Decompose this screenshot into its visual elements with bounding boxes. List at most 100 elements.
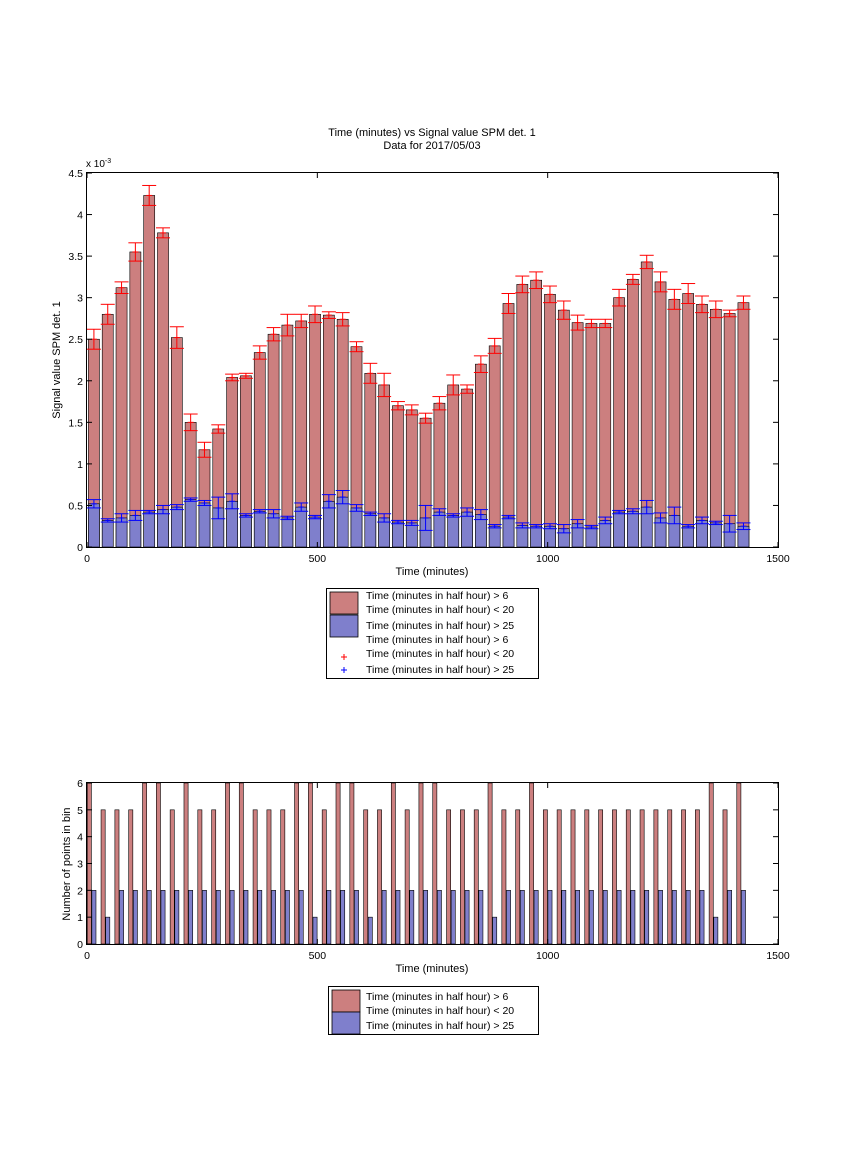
red-count-bar bbox=[211, 809, 217, 945]
blue-count-bar bbox=[478, 890, 484, 945]
blue-count-bar bbox=[188, 890, 194, 945]
red-count-bar bbox=[584, 809, 590, 945]
red-count-bar bbox=[252, 809, 258, 945]
blue-count-bar bbox=[271, 890, 276, 945]
blue-bar bbox=[461, 511, 473, 548]
red-count-bar bbox=[128, 809, 134, 945]
blue-count-bar bbox=[658, 890, 663, 945]
red-error-bar bbox=[128, 242, 143, 262]
red-error-bar bbox=[708, 300, 723, 319]
blue-count-bar bbox=[506, 890, 511, 945]
red-count-bar bbox=[280, 809, 286, 945]
blue-bar bbox=[405, 522, 418, 548]
blue-count-bar bbox=[243, 890, 249, 945]
blue-error-bar bbox=[252, 509, 267, 514]
y-tick-label: 4 bbox=[77, 210, 83, 222]
blue-error-bar bbox=[238, 513, 253, 518]
red-count-bar bbox=[681, 809, 686, 945]
blue-error-bar bbox=[418, 504, 433, 531]
red-error-bar bbox=[211, 424, 226, 434]
red-bar bbox=[516, 284, 529, 548]
red-error-bar bbox=[473, 355, 488, 373]
red-count-bar bbox=[695, 809, 700, 945]
blue-error-bar bbox=[349, 504, 364, 512]
red-bar bbox=[654, 281, 667, 548]
y-exponent-base: x 10 bbox=[86, 159, 105, 170]
red-count-bar bbox=[363, 809, 369, 945]
red-count-bar bbox=[266, 809, 272, 945]
blue-count-bar bbox=[699, 890, 705, 945]
red-bar-series bbox=[88, 195, 750, 548]
blue-bar bbox=[599, 520, 612, 548]
blue-error-bar bbox=[515, 522, 530, 529]
blue-error-bar bbox=[667, 506, 682, 525]
blue-count-bar bbox=[464, 890, 470, 945]
red-count-bar bbox=[100, 809, 106, 945]
red-error-bar bbox=[515, 275, 530, 294]
red-bar bbox=[281, 324, 294, 548]
y-tick-label: 1 bbox=[77, 459, 83, 471]
blue-bar bbox=[240, 515, 252, 548]
red-count-bar bbox=[432, 782, 438, 945]
blue-bar bbox=[309, 516, 321, 548]
red-error-bar bbox=[252, 345, 267, 360]
blue-error-bar bbox=[722, 514, 737, 533]
blue-error-bar bbox=[335, 489, 350, 505]
y-tick-label: 6 bbox=[77, 778, 83, 790]
y-tick-label: 4.5 bbox=[68, 168, 83, 180]
red-error-bar bbox=[722, 309, 737, 318]
blue-error-bar bbox=[363, 511, 378, 516]
legend-entry: Time (minutes in half hour) > 6 bbox=[366, 991, 508, 1003]
blue-count-bar bbox=[215, 890, 221, 945]
red-error-bar bbox=[280, 313, 295, 337]
x-tick-label: 1500 bbox=[766, 950, 790, 962]
red-count-bar bbox=[377, 809, 382, 945]
red-error-bar bbox=[570, 314, 585, 331]
blue-count-bar bbox=[132, 890, 138, 945]
blue-count-bar bbox=[367, 916, 373, 945]
blue-error-bar bbox=[294, 502, 309, 512]
red-count-bar bbox=[653, 809, 659, 945]
blue-count-bar bbox=[326, 890, 332, 945]
blue-error-bar bbox=[570, 519, 585, 529]
legend-entry: Time (minutes in half hour) > 25 bbox=[366, 1020, 514, 1032]
y-exponent-label: x 10-3 bbox=[86, 158, 111, 170]
red-error-bar bbox=[501, 293, 516, 314]
legend-entry: Time (minutes in half hour) > 25 bbox=[366, 620, 514, 632]
red-count-bar bbox=[294, 782, 299, 945]
blue-count-bar bbox=[713, 916, 719, 945]
blue-count-bar bbox=[257, 890, 263, 945]
legend-swatch-red bbox=[331, 989, 361, 1013]
y-tick-label: 3.5 bbox=[68, 251, 83, 263]
y-tick-label: 4 bbox=[77, 832, 83, 844]
legend-box bbox=[326, 588, 539, 679]
blue-error-bar bbox=[653, 512, 668, 524]
blue-error-bar bbox=[598, 516, 613, 525]
red-bar bbox=[709, 309, 722, 548]
red-count-bar bbox=[335, 782, 341, 945]
red-count-bar bbox=[736, 782, 742, 945]
red-error-bar bbox=[556, 300, 571, 320]
blue-count-bar bbox=[519, 890, 525, 945]
red-error-bar bbox=[169, 326, 184, 349]
y-tick-label: 3 bbox=[77, 293, 83, 305]
blue-bar bbox=[101, 520, 114, 548]
red-error-bar bbox=[349, 341, 364, 353]
y-tick-label: 0 bbox=[77, 542, 83, 554]
blue-count-bar bbox=[450, 890, 456, 945]
red-error-bar bbox=[321, 311, 336, 319]
red-count-bar bbox=[183, 782, 189, 945]
blue-error-bar bbox=[114, 513, 129, 523]
red-bar bbox=[101, 313, 114, 548]
blue-count-bar bbox=[671, 890, 677, 945]
red-error-bar bbox=[529, 271, 544, 290]
red-error-bar bbox=[238, 372, 253, 379]
legend-box bbox=[328, 986, 539, 1035]
red-error-bar bbox=[653, 271, 668, 293]
legend-swatch-blue bbox=[329, 614, 359, 638]
legend-entry: Time (minutes in half hour) > 6 bbox=[366, 634, 508, 646]
red-bar bbox=[488, 345, 501, 548]
x-tick-label: 500 bbox=[309, 950, 327, 962]
blue-error-bar bbox=[501, 514, 516, 520]
red-bar bbox=[737, 302, 750, 548]
